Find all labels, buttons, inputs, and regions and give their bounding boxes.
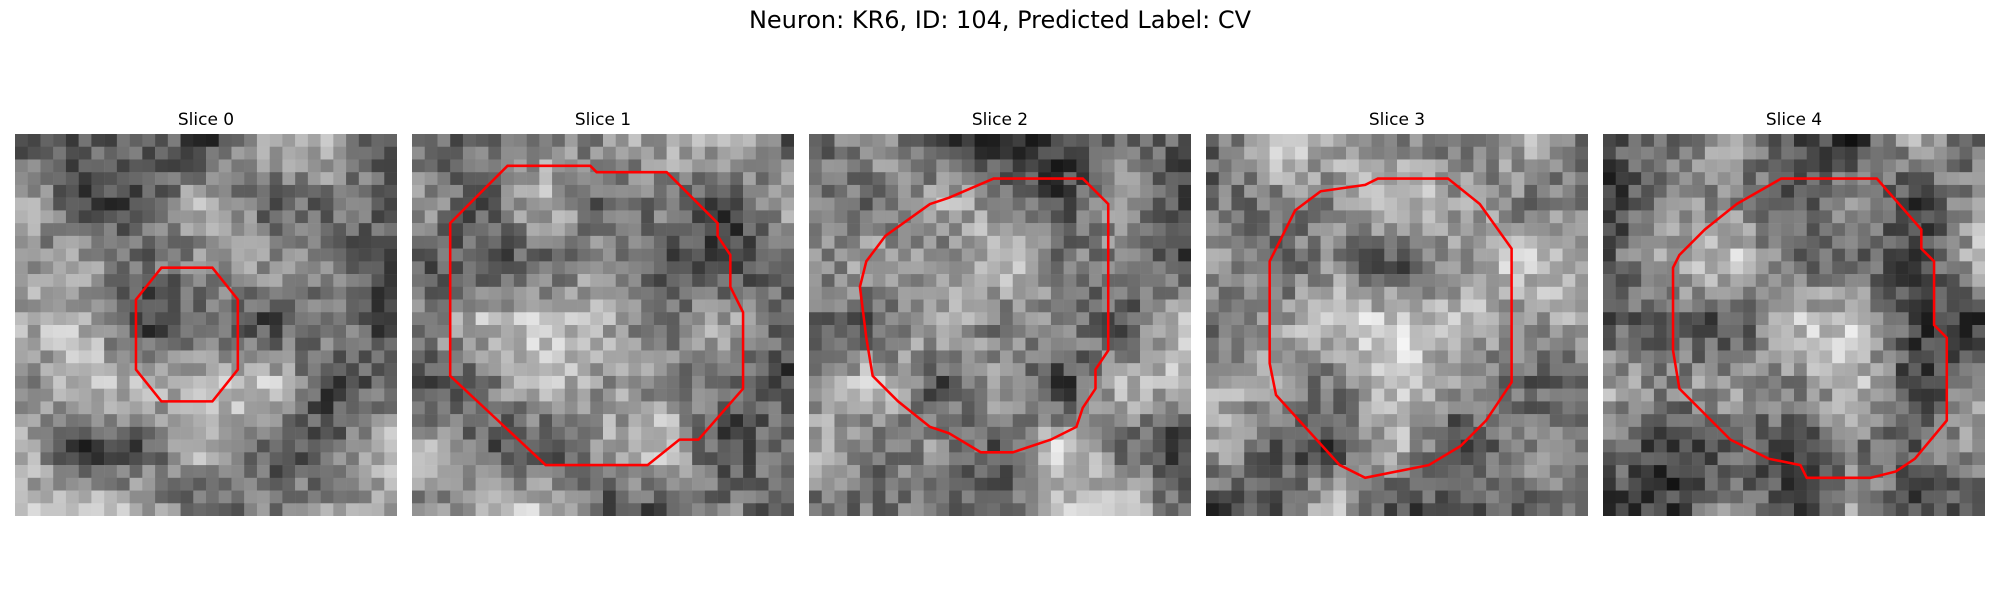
slice-panel-0: Slice 0	[15, 106, 397, 516]
figure-title: Neuron: KR6, ID: 104, Predicted Label: C…	[748, 6, 1252, 34]
slice-panel-3: Slice 3	[1206, 106, 1588, 516]
slice-image-3	[1206, 134, 1588, 516]
roi-contour-1	[448, 164, 745, 467]
slice-title-2: Slice 2	[971, 110, 1029, 130]
slice-image-1	[412, 134, 794, 516]
slice-title-3: Slice 3	[1368, 110, 1426, 130]
slice-image-4	[1603, 134, 1985, 516]
roi-contour-0	[134, 266, 240, 403]
roi-contour-4	[1671, 177, 1949, 480]
slice-panel-1: Slice 1	[412, 106, 794, 516]
slice-image-2	[809, 134, 1191, 516]
slice-title-0: Slice 0	[177, 110, 235, 130]
slice-image-0	[15, 134, 397, 516]
slice-title-4: Slice 4	[1765, 110, 1823, 130]
slice-title-1: Slice 1	[574, 110, 632, 130]
slice-panel-4: Slice 4	[1603, 106, 1985, 516]
roi-contour-2	[858, 177, 1110, 454]
slice-panel-2: Slice 2	[809, 106, 1191, 516]
roi-contour-3	[1268, 177, 1513, 480]
